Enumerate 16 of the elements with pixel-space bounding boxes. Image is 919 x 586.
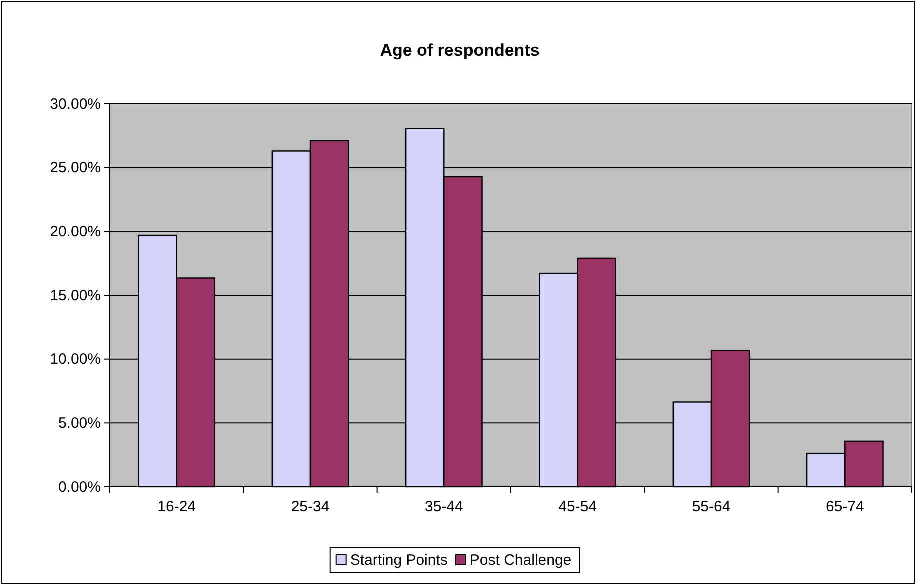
x-tick-label: 65-74 bbox=[826, 498, 864, 516]
x-tick-label: 55-64 bbox=[692, 498, 731, 516]
x-tick-label: 45-54 bbox=[558, 498, 598, 516]
y-tick-label: 5.00% bbox=[58, 414, 101, 432]
legend-label: Starting Points bbox=[350, 552, 448, 569]
x-tick-label: 16-24 bbox=[158, 498, 196, 516]
y-tick-label: 20.00% bbox=[50, 223, 101, 240]
chart-title: Age of respondents bbox=[380, 41, 540, 60]
y-tick-label: 25.00% bbox=[50, 160, 101, 177]
y-tick-label: 15.00% bbox=[50, 287, 101, 304]
y-tick-label: 0.00% bbox=[58, 478, 101, 496]
legend-label: Post Challenge bbox=[470, 552, 572, 569]
y-tick-label: 10.00% bbox=[50, 351, 101, 368]
y-tick-label: 30.00% bbox=[50, 96, 101, 113]
x-tick-label: 35-44 bbox=[424, 498, 464, 516]
x-tick-label: 25-34 bbox=[291, 498, 330, 516]
